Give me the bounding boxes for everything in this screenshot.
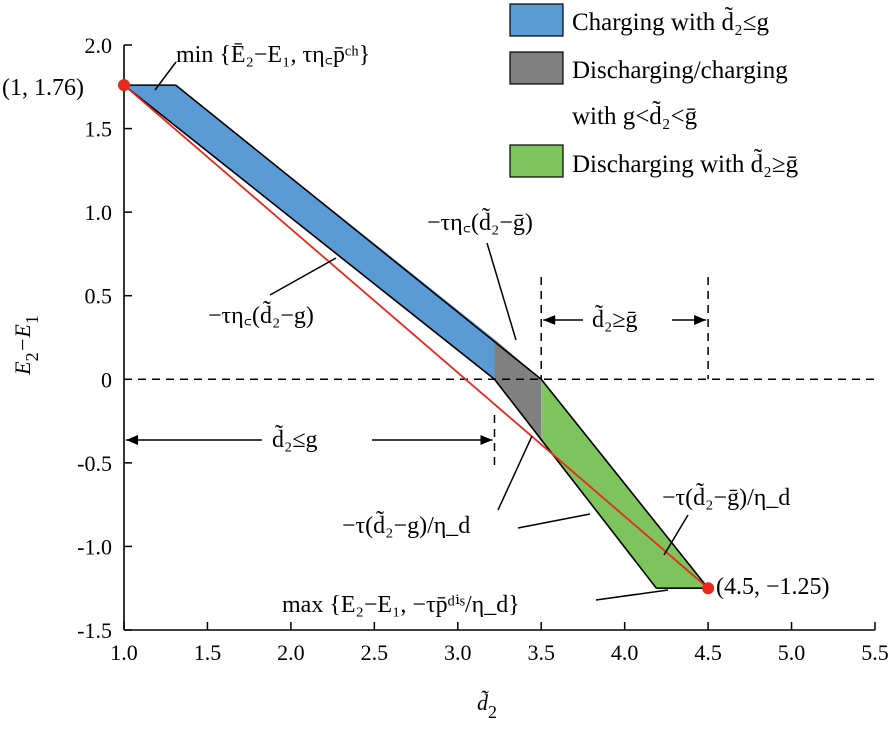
leader-lower-slope — [269, 257, 337, 296]
leader-upper-slope — [486, 242, 517, 341]
legend-swatch-discharging — [509, 144, 564, 178]
arrow-left-region-left-head — [126, 435, 138, 445]
arrow-left-region-right-head — [480, 435, 493, 445]
region-edge-4 — [493, 378, 658, 589]
arrow-right-region-left-head — [543, 315, 556, 325]
annotation-dis-upper: −τ(d̃₂−ḡ)/η_d — [662, 482, 790, 511]
x-tick-label: 5.0 — [778, 640, 806, 665]
region-edge-2 — [123, 84, 495, 380]
legend-label-discharging: Discharging with d̃₂≥ḡ — [572, 149, 799, 178]
y-tick-label: 1.0 — [85, 200, 113, 225]
leader-bottom — [595, 589, 669, 601]
x-tick-label: 3.5 — [527, 640, 555, 665]
x-axis-label: d̃2 — [477, 690, 497, 722]
x-tick-label: 3.0 — [444, 640, 472, 665]
legend-label-mixed-2: with g<d̃₂<ḡ — [572, 101, 698, 130]
legend-label-mixed-1: Discharging/charging — [572, 57, 788, 84]
arrow-right-region-right-head — [694, 315, 707, 325]
legend-label-charging: Charging with d̃₂≤g — [572, 7, 769, 36]
y-tick-label: 0.5 — [85, 284, 113, 309]
regions-layer — [123, 84, 709, 590]
y-tick-label: 1.5 — [85, 117, 113, 142]
region-edge-3 — [540, 378, 709, 589]
x-tick-label: 1.0 — [110, 640, 138, 665]
annotation-upper-slope: −τη꜀(d̃₂−ḡ) — [427, 207, 533, 236]
x-tick-label: 4.0 — [611, 640, 639, 665]
point-label-start: (1, 1.76) — [2, 75, 84, 101]
x-tick-label: 5.5 — [861, 640, 889, 665]
leader-dis-upper — [663, 514, 689, 556]
y-axis-label: E2−E1 — [10, 315, 42, 376]
x-tick-label: 4.5 — [694, 640, 722, 665]
x-tick-label: 1.5 — [194, 640, 222, 665]
leader-dis-lower — [497, 435, 533, 511]
marker-point-0 — [118, 79, 130, 92]
region-edge-1 — [175, 84, 542, 380]
reference-red-line — [123, 84, 709, 589]
leader-top — [154, 61, 177, 91]
y-tick-label: -0.5 — [77, 451, 112, 476]
annotation-region-left: d̃₂≤g — [272, 424, 318, 453]
axes-layer: 1.0 1.5 2.0 2.5 3.0 3.5 4.0 4.5 5.0 5.5 -1.5 -1.0 -0… — [77, 33, 889, 665]
leader-dis-lower-2 — [517, 513, 591, 529]
annotation-lower-slope: −τη꜀(d̃₂−g) — [208, 300, 314, 329]
legend-swatch-charging — [509, 3, 564, 37]
annotation-dis-lower: −τ(d̃₂−g)/η_d — [342, 510, 470, 539]
points-layer — [118, 79, 715, 595]
annotation-leaders — [126, 61, 709, 601]
legend: Charging with d̃₂≤g Discharging/charging… — [509, 3, 799, 178]
annotation-region-right: d̃₂≥ḡ — [592, 304, 638, 333]
x-tick-label: 2.5 — [361, 640, 389, 665]
point-label-end: (4.5, −1.25) — [716, 574, 830, 600]
y-tick-label: -1.5 — [77, 618, 112, 643]
legend-swatch-mixed — [509, 51, 564, 85]
y-tick-label: -1.0 — [77, 534, 112, 559]
annotation-top: min {Ē₂−E₁, τη꜀p̄ᶜʰ} — [176, 42, 370, 68]
x-tick-label: 2.0 — [277, 640, 305, 665]
region-mixed — [494, 339, 542, 442]
y-tick-label: 0 — [101, 367, 112, 392]
annotation-bottom: max {E₂−E₁, −τp̄ᵈⁱˢ/η_d} — [282, 592, 520, 618]
marker-point-1 — [702, 582, 715, 595]
y-tick-label: 2.0 — [85, 33, 113, 58]
